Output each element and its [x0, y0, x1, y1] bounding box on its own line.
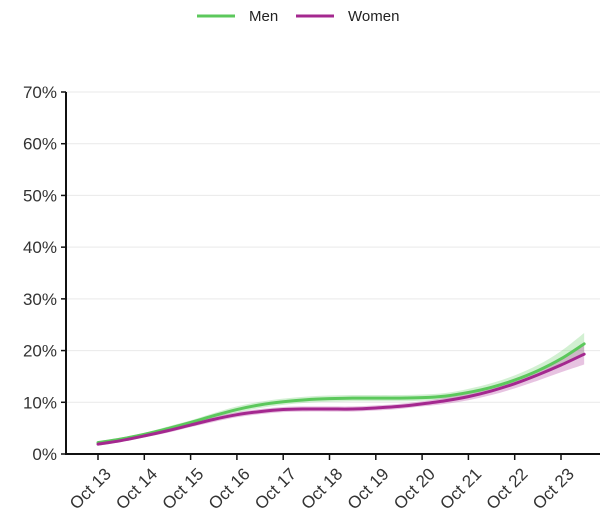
legend: Men Women — [197, 8, 399, 25]
series-lines — [96, 342, 586, 446]
confidence-band-women — [98, 343, 585, 446]
confidence-band-men — [98, 332, 585, 445]
y-tick-label: 20% — [23, 342, 57, 361]
legend-label-men: Men — [249, 8, 278, 25]
y-tick-label: 0% — [32, 445, 57, 464]
y-tick-label: 40% — [23, 238, 57, 257]
y-tick-label: 60% — [23, 135, 57, 154]
y-tick-label: 30% — [23, 290, 57, 309]
y-axis-ticks: 0% 10% 20% 30% 40% 50% 60% 70% — [23, 83, 57, 464]
x-tick-label: Oct 15 — [159, 464, 208, 513]
series-line-women — [96, 352, 586, 446]
gridlines — [66, 91, 600, 403]
x-tick-label: Oct 16 — [205, 464, 254, 513]
y-tick-label: 70% — [23, 83, 57, 102]
y-tick-label: 50% — [23, 186, 57, 205]
x-tick-label: Oct 17 — [251, 464, 300, 513]
axes — [61, 91, 600, 460]
x-tick-label: Oct 20 — [390, 464, 439, 513]
x-tick-label: Oct 19 — [344, 464, 393, 513]
x-tick-label: Oct 18 — [297, 464, 346, 513]
x-tick-label: Oct 22 — [483, 464, 532, 513]
x-tick-label: Oct 14 — [112, 464, 161, 513]
x-tick-label: Oct 23 — [529, 464, 578, 513]
series-line-men — [96, 342, 586, 445]
legend-label-women: Women — [348, 8, 399, 25]
x-tick-label: Oct 21 — [436, 464, 485, 513]
y-tick-label: 10% — [23, 393, 57, 412]
x-tick-label: Oct 13 — [66, 464, 115, 513]
confidence-bands — [98, 332, 585, 446]
